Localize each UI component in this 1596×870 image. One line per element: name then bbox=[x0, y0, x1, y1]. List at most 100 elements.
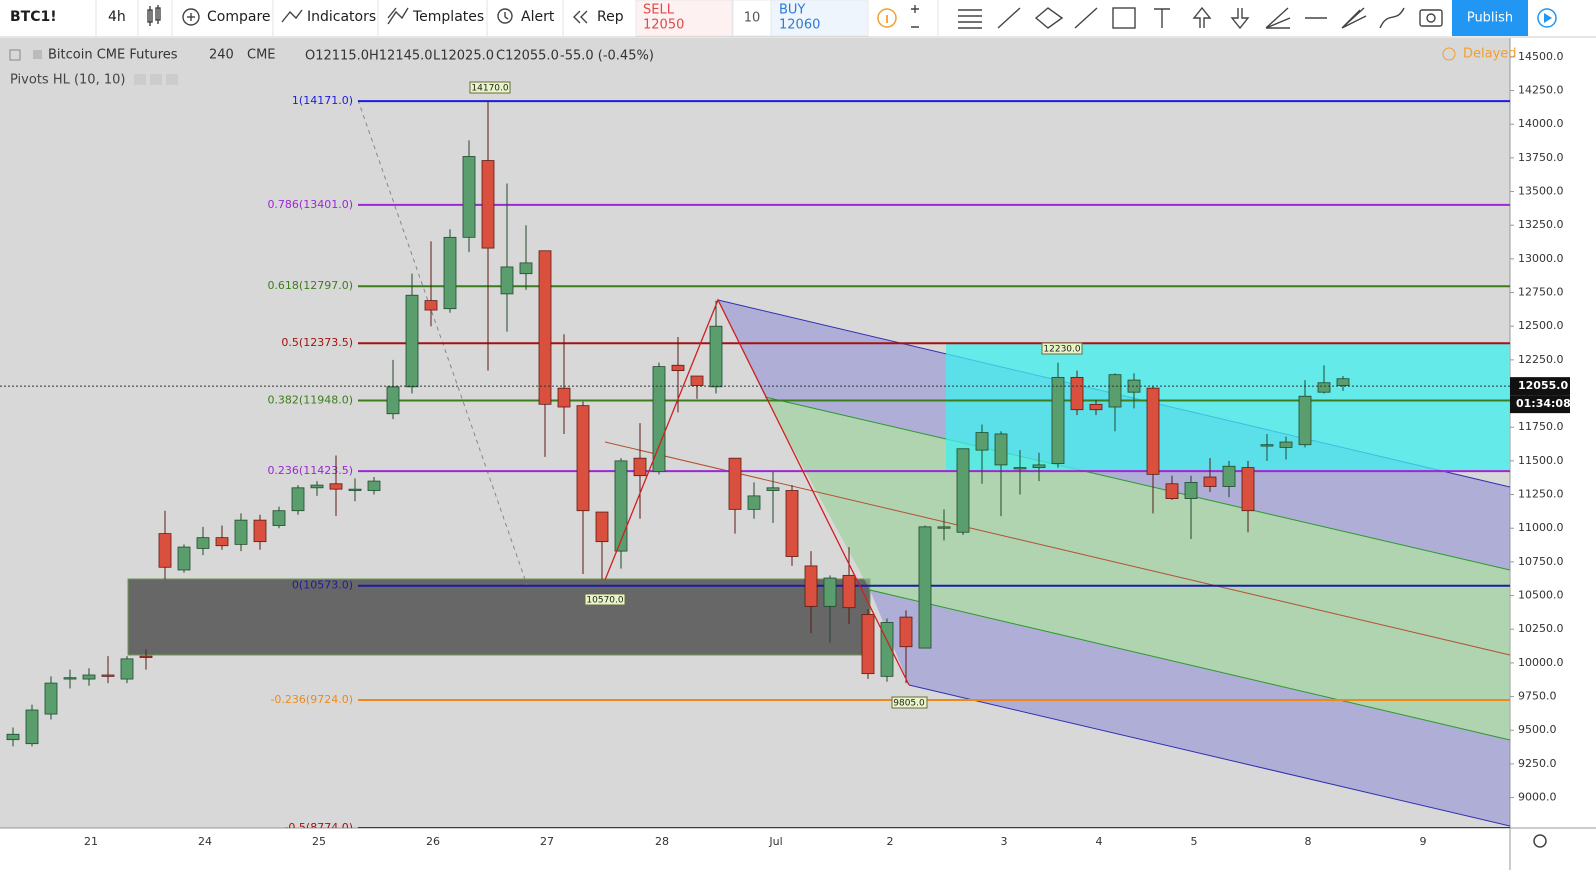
candle-body bbox=[538, 250, 552, 405]
candle-body bbox=[557, 387, 571, 408]
symbol-name: Bitcoin CME Futures bbox=[48, 48, 178, 63]
templates-button[interactable]: Templates bbox=[412, 9, 484, 25]
candle-body bbox=[937, 526, 951, 529]
pitchfork-line bbox=[764, 396, 1510, 571]
candle-body bbox=[766, 487, 780, 491]
pitchfork-median bbox=[604, 441, 1510, 656]
x-tick-label: 27 bbox=[540, 835, 554, 848]
legend-exchange[interactable]: CME bbox=[247, 48, 276, 63]
candle-body bbox=[652, 366, 666, 473]
candle-body bbox=[1032, 464, 1046, 469]
indicators-icon[interactable] bbox=[281, 9, 303, 23]
candle-body bbox=[367, 480, 381, 491]
indicator-action[interactable] bbox=[166, 74, 178, 85]
buy-button[interactable] bbox=[770, 0, 869, 37]
candle-body bbox=[234, 519, 248, 545]
zoom-icons[interactable] bbox=[911, 5, 919, 28]
candle-body bbox=[1184, 482, 1198, 499]
x-tick-label: 26 bbox=[426, 835, 440, 848]
panel-toggle[interactable] bbox=[1530, 0, 1596, 36]
sell-button[interactable] bbox=[635, 0, 733, 37]
play-icon[interactable] bbox=[1537, 8, 1557, 28]
candle-body bbox=[177, 546, 191, 571]
candle-body bbox=[861, 614, 875, 675]
candles bbox=[6, 101, 1350, 747]
x-tick-label: 9 bbox=[1420, 835, 1427, 848]
candle-body bbox=[1089, 403, 1103, 411]
candle-body bbox=[310, 484, 324, 489]
pivot-label: 10570.0 bbox=[586, 596, 623, 606]
last-price-box bbox=[1510, 377, 1570, 396]
alert-icon[interactable] bbox=[497, 8, 513, 24]
y-tick-label: 13750.0 bbox=[1518, 151, 1564, 164]
y-tick-label: 9750.0 bbox=[1518, 690, 1557, 703]
buy-price[interactable]: 12060 bbox=[779, 18, 820, 33]
pivot-box bbox=[584, 593, 626, 606]
y-tick-label: 14500.0 bbox=[1518, 50, 1564, 63]
candle-body bbox=[329, 483, 343, 490]
y-tick-label: 11500.0 bbox=[1518, 454, 1564, 467]
candle-body bbox=[595, 511, 609, 543]
y-tick-label: 10250.0 bbox=[1518, 622, 1564, 635]
y-tick-label: 9000.0 bbox=[1518, 791, 1557, 804]
fib-label: 0.5(12373.5) bbox=[281, 336, 353, 349]
candle-body bbox=[804, 565, 818, 607]
candle-body bbox=[519, 262, 533, 275]
replay-button[interactable]: Rep bbox=[597, 9, 624, 25]
y-tick-label: 10500.0 bbox=[1518, 589, 1564, 602]
indicator-action[interactable] bbox=[150, 74, 162, 85]
publish-button[interactable] bbox=[1452, 0, 1528, 36]
publish-label[interactable]: Publish bbox=[1467, 11, 1513, 26]
x-tick-label: 8 bbox=[1305, 835, 1312, 848]
candle-body bbox=[1241, 467, 1255, 512]
quantity-box[interactable] bbox=[732, 0, 772, 37]
y-tick-label: 13000.0 bbox=[1518, 252, 1564, 265]
buy-label[interactable]: BUY bbox=[779, 3, 805, 18]
candle-body bbox=[671, 364, 685, 372]
compare-icon[interactable] bbox=[182, 8, 200, 26]
candle-body bbox=[785, 490, 799, 557]
candle-body bbox=[1317, 382, 1331, 393]
info-icon[interactable] bbox=[877, 8, 897, 28]
pitchfork-line bbox=[908, 684, 1510, 827]
replay-icon[interactable] bbox=[573, 10, 588, 24]
candle-body bbox=[196, 537, 210, 549]
fib-label: -0.5(8774.0) bbox=[284, 821, 353, 834]
ohlc-low: L12025.0 bbox=[433, 49, 494, 64]
chart-style-icon[interactable] bbox=[147, 5, 161, 26]
y-tick-label: 14250.0 bbox=[1518, 84, 1564, 97]
quantity[interactable]: 10 bbox=[744, 11, 761, 26]
x-tick-label: 25 bbox=[312, 835, 326, 848]
sell-price[interactable]: 12050 bbox=[643, 18, 684, 33]
x-tick-label: Jul bbox=[768, 835, 782, 848]
x-tick-label: 24 bbox=[198, 835, 212, 848]
interval[interactable]: 4h bbox=[108, 9, 126, 25]
candle-body bbox=[1336, 378, 1350, 386]
symbol-icon bbox=[33, 50, 42, 59]
y-tick-label: 9250.0 bbox=[1518, 757, 1557, 770]
candle-body bbox=[462, 156, 476, 238]
pitchfork-handle bbox=[604, 298, 910, 686]
candle-body bbox=[1108, 374, 1122, 408]
indicator-name[interactable]: Pivots HL (10, 10) bbox=[10, 73, 125, 88]
settings-icon[interactable] bbox=[1533, 834, 1547, 848]
last-price-label: 12055.0 bbox=[1518, 379, 1568, 392]
sell-label[interactable]: SELL bbox=[643, 3, 675, 18]
fib-label: 0.236(11423.5) bbox=[267, 464, 353, 477]
candle-body bbox=[101, 674, 115, 677]
fib-label: -0.236(9724.0) bbox=[270, 693, 353, 706]
alert-button[interactable]: Alert bbox=[521, 9, 555, 25]
indicator-action[interactable] bbox=[134, 74, 146, 85]
candle-body bbox=[1279, 441, 1293, 448]
symbol[interactable]: BTC1! bbox=[10, 9, 57, 25]
drawing-tools[interactable] bbox=[958, 6, 1443, 30]
compare-button[interactable]: Compare bbox=[207, 9, 271, 25]
templates-icon[interactable] bbox=[387, 7, 409, 25]
candle-body bbox=[576, 405, 590, 512]
collapse-icon[interactable] bbox=[9, 49, 21, 61]
candle-body bbox=[956, 448, 970, 533]
fib-label: 0.382(11948.0) bbox=[267, 394, 353, 407]
x-tick-label: 28 bbox=[655, 835, 669, 848]
settings bbox=[1533, 834, 1547, 848]
indicators-button[interactable]: Indicators bbox=[307, 9, 376, 25]
